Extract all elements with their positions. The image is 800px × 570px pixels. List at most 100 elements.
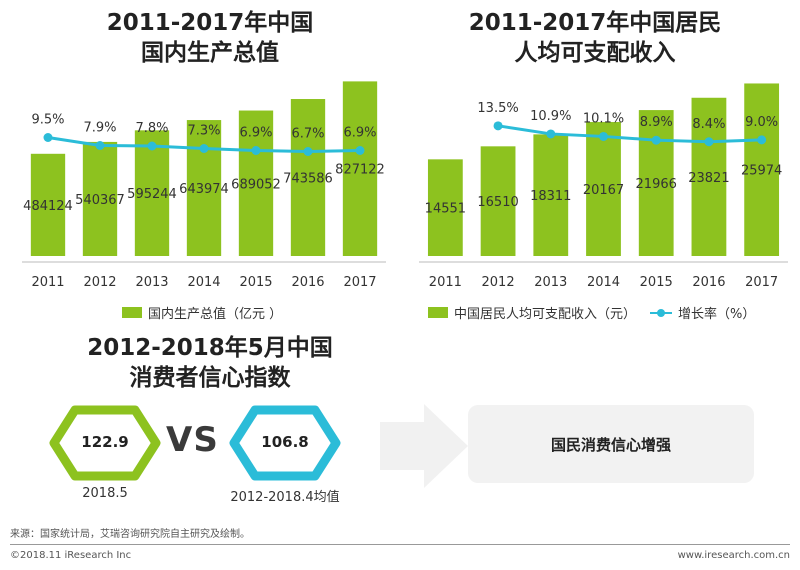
gdp-tick-2012: 2012 [83, 275, 116, 290]
gdp-bar-2016 [290, 99, 326, 256]
conclusion-text: 国民消费信心增强 [550, 435, 671, 454]
income-growth-label-2015: 8.9% [640, 115, 673, 130]
gdp-bar-label-2012: 540367 [75, 193, 125, 208]
income-growth-label-2014: 10.1% [583, 111, 624, 126]
income-tick-2012: 2012 [482, 275, 515, 290]
gdp-growth-point-2014 [199, 144, 209, 153]
cci-title: 2012-2018年5月中国 消费者信心指数 [40, 333, 380, 393]
income-bar-2015 [638, 110, 674, 256]
gdp-tick-2015: 2015 [239, 275, 272, 290]
income-growth-point-2013 [546, 129, 556, 139]
income-growth-point-2017 [757, 135, 767, 145]
income-growth-label-2017: 9.0% [745, 115, 778, 130]
gdp-bar-label-2011: 484124 [23, 199, 73, 214]
income-legend-swatch [428, 307, 448, 318]
gdp-growth-label-2013: 7.8% [135, 121, 168, 136]
income-legend: 中国居民人均可支配收入（元） 增长率（%） [428, 303, 755, 322]
charts-canvas: 484124 2011 540367 2012 595244 2013 643974 2014… [22, 81, 788, 290]
income-bar-label-2012: 16510 [477, 195, 518, 210]
income-tick-2011: 2011 [429, 275, 462, 290]
gdp-bar-label-2016: 743586 [283, 172, 333, 187]
gdp-bar-label-2014: 643974 [179, 182, 229, 197]
gdp-legend: 国内生产总值（亿元 ） [122, 303, 282, 322]
gdp-growth-point-2012 [95, 141, 105, 150]
cci-average-caption: 2012-2018.4均值 [230, 490, 340, 505]
gdp-bar-label-2017: 827122 [335, 163, 385, 178]
gdp-bar-2015 [238, 110, 274, 256]
gdp-growth-label-2012: 7.9% [83, 121, 116, 136]
cci-2018-value: 122.9 [81, 433, 129, 451]
income-tick-2015: 2015 [640, 275, 673, 290]
income-bar-2014 [586, 122, 621, 256]
conclusion-box: 国民消费信心增强 [468, 405, 754, 483]
gdp-growth-point-2011 [43, 133, 53, 142]
income-bar-2016 [691, 97, 727, 256]
income-growth-point-2012 [493, 121, 503, 131]
income-growth-label-2013: 10.9% [530, 109, 571, 124]
cci-2018-caption: 2018.5 [82, 486, 128, 501]
gdp-bar-label-2013: 595244 [127, 187, 177, 202]
income-bar-label-2013: 18311 [530, 189, 571, 204]
gdp-growth-label-2014: 7.3% [187, 124, 220, 139]
income-growth-label-2016: 8.4% [692, 117, 725, 132]
gdp-bar-2014 [186, 120, 222, 257]
gdp-bar-2017 [342, 81, 378, 257]
income-title-line2: 人均可支配收入 [514, 40, 676, 66]
income-bar-2013 [533, 134, 569, 256]
gdp-tick-2016: 2016 [291, 275, 324, 290]
gdp-chart-title: 2011-2017年中国 国内生产总值 [40, 8, 380, 68]
gdp-growth-label-2016: 6.7% [291, 127, 324, 142]
income-bar-label-2014: 20167 [583, 183, 624, 198]
income-legend-label: 中国居民人均可支配收入（元） [454, 307, 637, 322]
gdp-growth-label-2011: 9.5% [31, 113, 64, 128]
cci-2018-hexagon [49, 405, 161, 481]
gdp-legend-label: 国内生产总值（亿元 ） [148, 307, 283, 322]
source-note: 来源：国家统计局，艾瑞咨询研究院自主研究及绘制。 [10, 529, 250, 540]
income-tick-2017: 2017 [745, 275, 778, 290]
gdp-growth-label-2017: 6.9% [343, 126, 376, 141]
gdp-growth-point-2013 [147, 141, 157, 151]
gdp-tick-2014: 2014 [187, 275, 220, 290]
gdp-tick-2017: 2017 [343, 275, 376, 290]
income-growth-label-2012: 13.5% [477, 101, 518, 116]
vs-label: VS [166, 420, 219, 460]
cci-average-hexagon [229, 405, 341, 481]
growth-legend-marker [650, 307, 673, 318]
cci-title-line1: 2012-2018年5月中国 [87, 335, 333, 361]
income-bar-label-2016: 23821 [688, 171, 729, 186]
gdp-growth-point-2016 [303, 147, 313, 156]
footer-divider [10, 544, 790, 545]
growth-legend-label: 增长率（%） [678, 307, 756, 322]
gdp-tick-2011: 2011 [31, 275, 64, 290]
income-growth-point-2015 [651, 135, 661, 145]
income-bar-2017 [744, 83, 780, 256]
gdp-bar-2012 [82, 141, 118, 256]
income-bar-2011 [427, 159, 463, 256]
right-arrow-icon [380, 404, 468, 488]
cci-average-value: 106.8 [261, 433, 309, 451]
gdp-growth-point-2017 [355, 146, 365, 155]
income-bar-2012 [480, 146, 516, 256]
gdp-title-line1: 2011-2017年中国 [106, 10, 314, 36]
income-title-line1: 2011-2017年中国居民 [468, 10, 722, 36]
gdp-growth-point-2015 [251, 146, 261, 155]
gdp-tick-2013: 2013 [135, 275, 168, 290]
income-tick-2013: 2013 [534, 275, 567, 290]
copyright: ©2018.11 iResearch Inc [10, 550, 132, 561]
income-tick-2014: 2014 [587, 275, 620, 290]
gdp-bar-2013 [134, 130, 170, 256]
income-growth-point-2014 [599, 131, 608, 141]
income-tick-2016: 2016 [692, 275, 725, 290]
income-bar-label-2015: 21966 [636, 177, 677, 192]
gdp-bar-label-2015: 689052 [231, 177, 281, 192]
income-growth-point-2016 [704, 137, 714, 147]
income-chart-title: 2011-2017年中国居民 人均可支配收入 [430, 8, 760, 68]
gdp-growth-label-2015: 6.9% [239, 126, 272, 141]
gdp-legend-swatch [122, 307, 142, 318]
gdp-bar-2011 [30, 153, 66, 256]
income-growth-line [497, 124, 762, 144]
income-bar-label-2017: 25974 [741, 164, 782, 179]
income-bar-label-2011: 14551 [425, 202, 466, 217]
footer-url: www.iresearch.com.cn [677, 550, 790, 561]
gdp-title-line2: 国内生产总值 [141, 40, 279, 66]
